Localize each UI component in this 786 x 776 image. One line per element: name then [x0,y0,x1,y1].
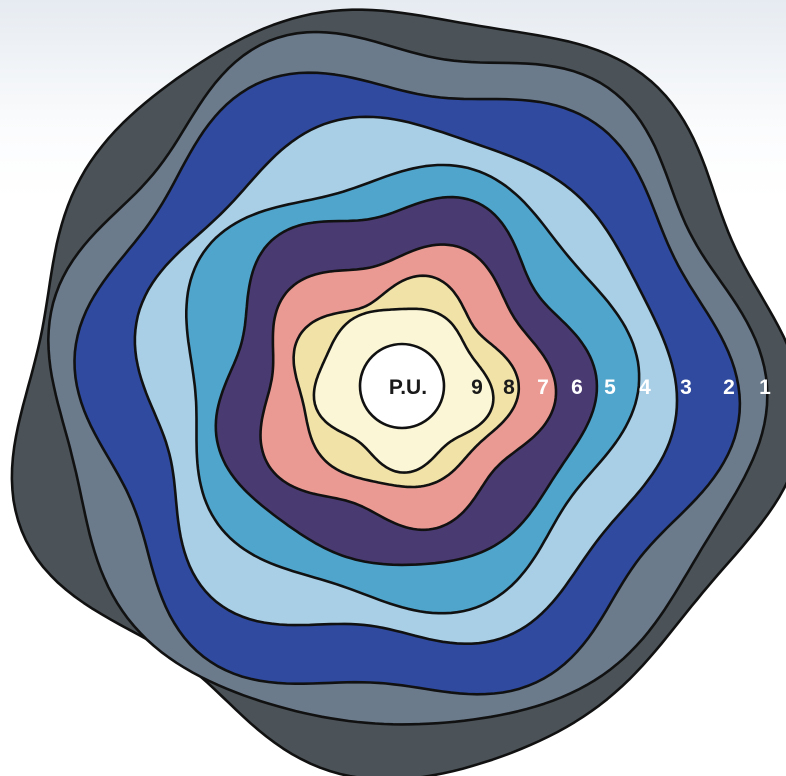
ring-label-5: 5 [604,376,616,399]
center-disc [358,342,446,430]
ring-label-1: 1 [759,376,771,399]
ring-label-6: 6 [571,376,583,399]
ring-label-9: 9 [471,376,483,399]
center-label: P.U. [389,376,427,399]
ring-label-8: 8 [503,376,515,399]
ring-label-2: 2 [723,376,735,399]
ring-label-3: 3 [680,376,692,399]
ring-label-4: 4 [639,376,651,399]
ring-label-7: 7 [537,376,549,399]
